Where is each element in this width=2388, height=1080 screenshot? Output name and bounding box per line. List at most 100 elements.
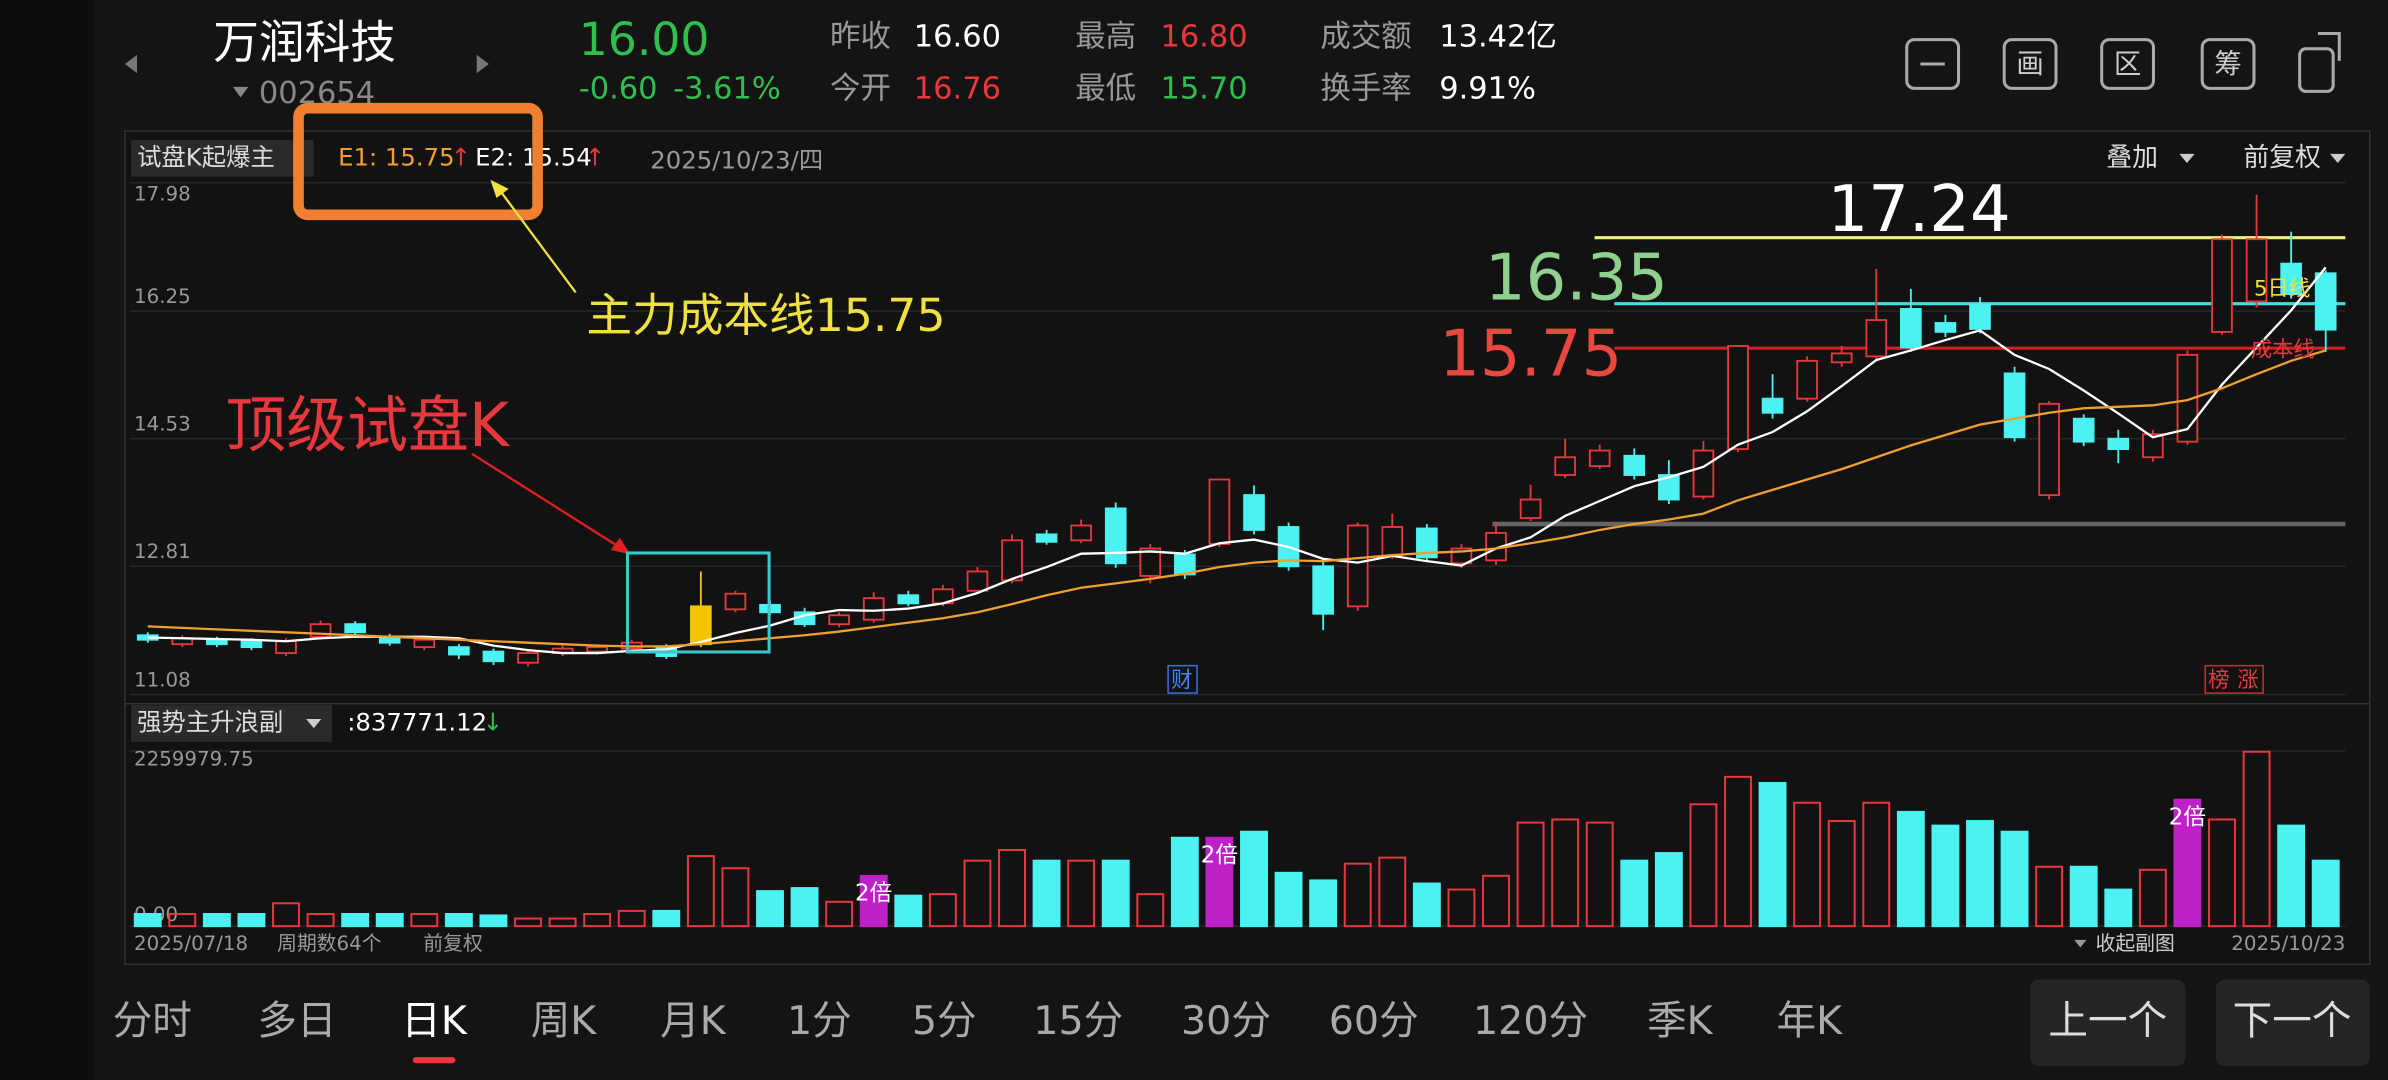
- label: 今开: [830, 71, 891, 106]
- candle-body: [1243, 494, 1265, 531]
- start-date: 2025/07/18: [134, 932, 248, 955]
- y-tick-label: 17.98: [134, 182, 191, 205]
- collapse[interactable]: 收起副图: [2096, 932, 2175, 955]
- volume-bar: [237, 912, 266, 928]
- adjust[interactable]: 前复权: [2243, 143, 2321, 173]
- period-tab[interactable]: 5分: [912, 998, 977, 1044]
- news-badge-label: 财: [1171, 668, 1192, 693]
- candle-body: [1865, 319, 1888, 358]
- y-tick-label: 14.53: [134, 412, 191, 435]
- tab-underline: [412, 1057, 456, 1064]
- period-tab[interactable]: 60分: [1329, 998, 1419, 1044]
- period-tab[interactable]: 季K: [1647, 998, 1714, 1044]
- volume-chart: 2259979.750.002倍2倍2倍: [129, 748, 2346, 928]
- candle-body: [1519, 498, 1542, 519]
- arrow-head: [610, 537, 631, 555]
- dropdown: [306, 718, 322, 729]
- next-stock-arrow[interactable]: [476, 54, 489, 74]
- label: 最低: [1075, 71, 1136, 106]
- indicator-box[interactable]: [130, 140, 314, 177]
- rank-badge[interactable]: [2204, 664, 2264, 694]
- volume-bar: [133, 912, 162, 928]
- period-tab[interactable]: 1分: [787, 998, 852, 1044]
- volume-bar: [2104, 888, 2133, 928]
- icon-label: 筹: [2214, 49, 2241, 80]
- candle-body: [2245, 238, 2268, 303]
- volume-bar: [1551, 818, 1580, 928]
- chart-panel: [124, 130, 2371, 965]
- volume-bar: [1412, 882, 1441, 928]
- period-tab[interactable]: 15分: [1033, 998, 1123, 1044]
- volume-bar: [756, 890, 784, 928]
- candle-body: [206, 638, 228, 646]
- phone-icon[interactable]: [2298, 47, 2335, 93]
- candle-body: [517, 652, 539, 664]
- candle-body: [1623, 454, 1646, 476]
- candle-body: [413, 638, 436, 649]
- volume-bar: [928, 893, 957, 928]
- volume-bar: [1482, 874, 1510, 928]
- volume-bar: [410, 912, 439, 928]
- candle-body: [1727, 345, 1749, 451]
- volume-bar: [479, 914, 508, 928]
- period-tab[interactable]: 日K: [401, 998, 468, 1044]
- candle-body: [240, 640, 263, 649]
- level-label: 15.75: [1439, 318, 1622, 392]
- volume-bar: [825, 900, 854, 928]
- value: 15.70: [1160, 71, 1247, 106]
- volume-bar: [168, 912, 197, 928]
- collapse-icon: [2074, 939, 2087, 948]
- candle-body: [862, 597, 885, 621]
- volume-bar: [1931, 824, 1960, 928]
- volume-bar: [998, 848, 1026, 928]
- candle-body: [966, 570, 989, 592]
- period-tab[interactable]: 30分: [1181, 998, 1271, 1044]
- label: 昨收: [830, 20, 891, 55]
- label: 换手率: [1320, 71, 1411, 106]
- volume-bar: [2311, 859, 2340, 928]
- icon-label: 画: [2016, 49, 2043, 80]
- dropdown: [2330, 153, 2346, 163]
- arrow-line: [471, 452, 622, 550]
- chip-icon[interactable]: [2200, 38, 2256, 90]
- sub-readout: :837771.12: [347, 708, 487, 737]
- prev-button-label: 上一个: [2048, 998, 2167, 1044]
- y-tick-label: 2259979.75: [134, 748, 254, 771]
- moving-average: [147, 266, 2327, 655]
- volume-bar: [2242, 750, 2271, 928]
- next-button[interactable]: [2215, 979, 2370, 1067]
- next-button-label: 下一个: [2233, 998, 2352, 1044]
- zone-icon[interactable]: [2100, 38, 2155, 90]
- news-badge[interactable]: [1167, 664, 1198, 694]
- candle-body: [2107, 437, 2130, 451]
- dropdown: [2179, 153, 2195, 163]
- volume-bar: [1689, 803, 1718, 928]
- icon-label: 区: [2114, 49, 2141, 80]
- candle-body: [1070, 524, 1092, 542]
- volume-bar: [1654, 852, 1683, 928]
- prev-button[interactable]: [2030, 979, 2186, 1067]
- code-dropdown[interactable]: [233, 86, 249, 98]
- period-tab[interactable]: 120分: [1473, 998, 1588, 1044]
- period-tab[interactable]: 年K: [1776, 998, 1843, 1044]
- volume-bar: [1585, 821, 1614, 928]
- period-tab[interactable]: 月K: [660, 998, 727, 1044]
- period-tab[interactable]: 周K: [531, 998, 598, 1044]
- change: -0.60: [579, 71, 658, 106]
- period-tab[interactable]: 分时: [113, 998, 192, 1044]
- volume-bar: [1170, 836, 1199, 928]
- draw-icon[interactable]: [2002, 38, 2058, 90]
- minus-icon[interactable]: [1905, 38, 1961, 90]
- sub-indicator-box[interactable]: [130, 705, 333, 742]
- volume-tag: 2倍: [1201, 843, 1238, 869]
- volume-bar: [272, 902, 300, 928]
- candle-body: [344, 623, 366, 634]
- candle-body: [1346, 524, 1369, 608]
- level-label: 17.24: [1828, 173, 2011, 247]
- prev-stock-arrow[interactable]: [124, 54, 138, 74]
- candle-body: [1035, 533, 1058, 543]
- overlay[interactable]: 叠加: [2106, 143, 2158, 173]
- period-tab[interactable]: 多日: [257, 998, 336, 1044]
- y-tick-label: 11.08: [134, 668, 191, 691]
